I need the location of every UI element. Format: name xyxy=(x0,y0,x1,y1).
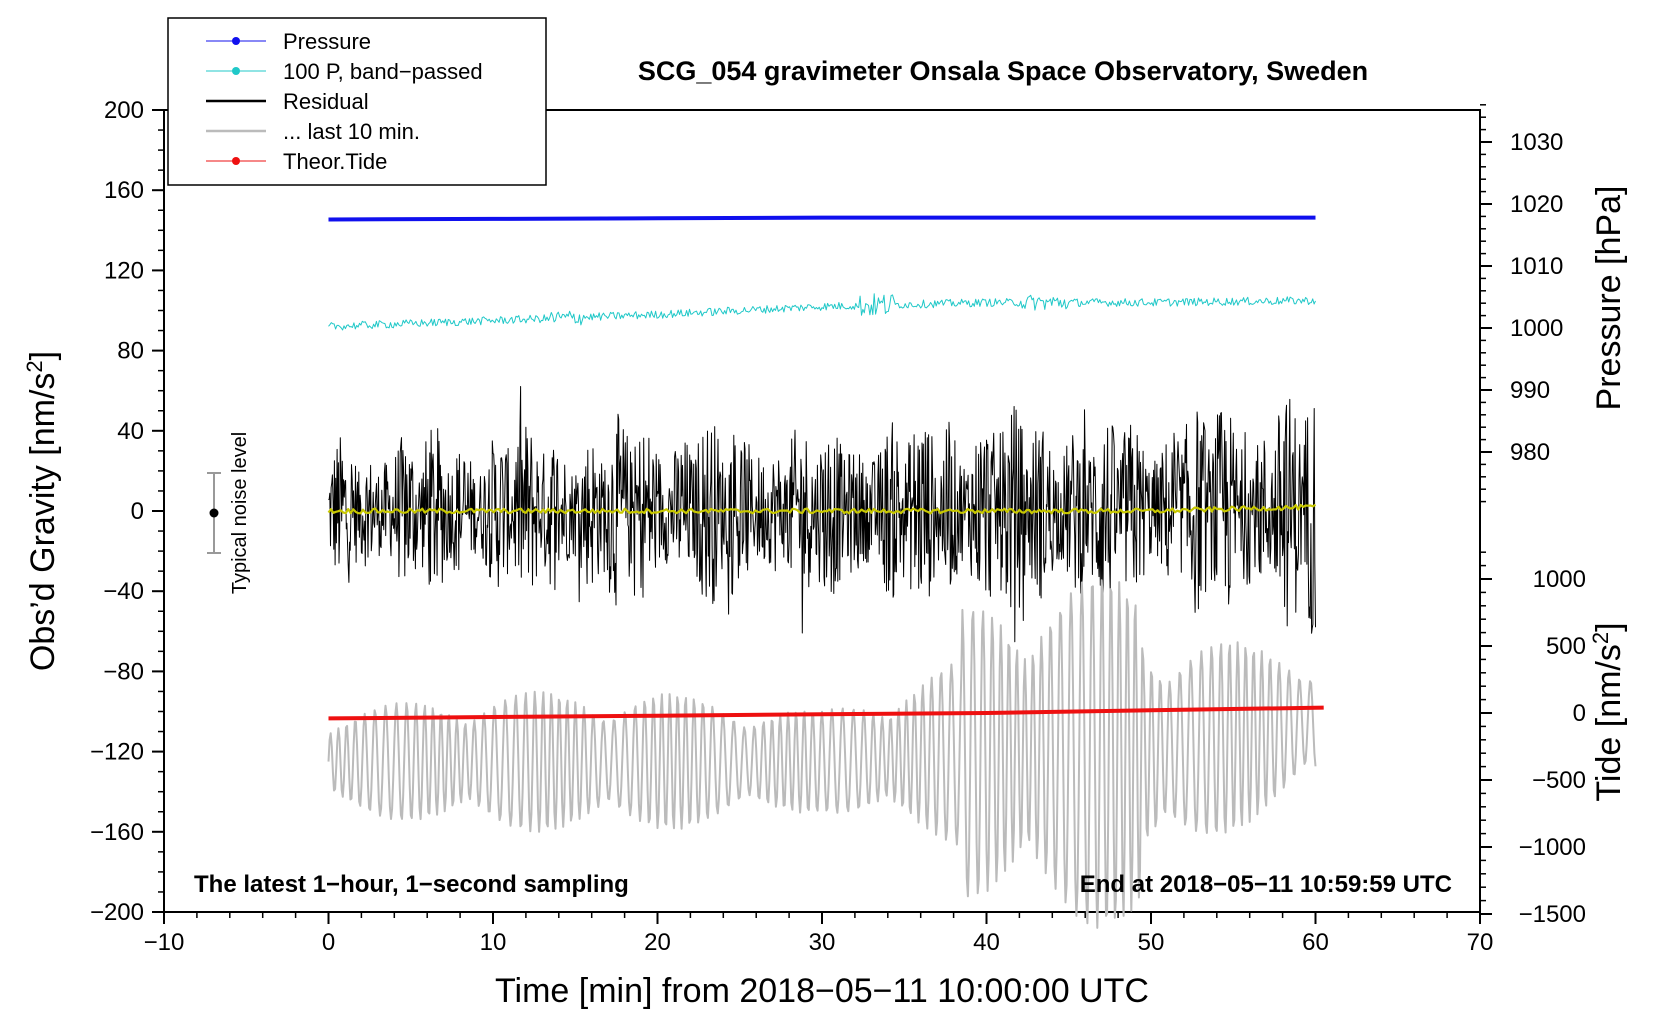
x-tick-label: 70 xyxy=(1467,929,1494,956)
pressure-tick-label: 1020 xyxy=(1510,191,1563,218)
legend: Pressure 100 P, band−passed Residual ...… xyxy=(167,17,547,186)
tide-tick-label: −1000 xyxy=(1519,834,1586,861)
pressure-tick-label: 990 xyxy=(1510,377,1550,404)
pressure-tick-label: 1030 xyxy=(1510,129,1563,156)
legend-item-pressure: Pressure xyxy=(206,29,371,54)
x-tick-label: 20 xyxy=(644,929,671,956)
legend-label: ... last 10 min. xyxy=(283,119,420,144)
legend-label: Theor.Tide xyxy=(283,149,387,174)
tide-tick-label: 0 xyxy=(1573,700,1586,727)
legend-label: Residual xyxy=(283,89,369,114)
x-tick-label: 50 xyxy=(1138,929,1165,956)
y-axis-tide: 1000 500 0 −500 −1000 −1500 xyxy=(1480,551,1586,928)
x-tick-label: 30 xyxy=(809,929,836,956)
tide-tick-label: 1000 xyxy=(1533,566,1586,593)
y-tick-label: 0 xyxy=(131,498,144,525)
noise-indicator: Typical noise level xyxy=(207,432,251,594)
y-tick-label: −80 xyxy=(103,658,144,685)
y-tick-label: 40 xyxy=(117,418,144,445)
pressure-tick-label: 1000 xyxy=(1510,315,1563,342)
tide-axis-title: Tide [nm/s2] xyxy=(1588,622,1628,801)
y-tick-label: 160 xyxy=(104,177,144,204)
series-pressure xyxy=(328,215,1316,222)
legend-marker xyxy=(232,37,240,45)
tide-tick-label: −500 xyxy=(1532,767,1586,794)
y-tick-label: 120 xyxy=(104,257,144,284)
series-last-10-min xyxy=(327,579,1317,929)
noise-label: Typical noise level xyxy=(229,432,251,594)
y-tick-label: −120 xyxy=(90,739,144,766)
series-residual xyxy=(328,386,1316,643)
annotation-left: The latest 1−hour, 1−second sampling xyxy=(194,871,629,898)
series-smoothed-residual xyxy=(327,503,1317,515)
y-axis-gravity: 200 160 120 80 40 0 −40 −80 −120 −160 −200 xyxy=(90,97,164,926)
pressure-tick-label: 1010 xyxy=(1510,253,1563,280)
series-bandpassed-pressure xyxy=(328,293,1316,331)
x-tick-label: −10 xyxy=(144,929,185,956)
legend-item-last10: ... last 10 min. xyxy=(206,119,420,144)
series-layer xyxy=(327,215,1324,929)
y-tick-label: 200 xyxy=(104,97,144,124)
x-tick-label: 10 xyxy=(480,929,507,956)
x-axis-title: Time [min] from 2018−05−11 10:00:00 UTC xyxy=(495,972,1149,1010)
legend-label: Pressure xyxy=(283,29,371,54)
noise-dot xyxy=(209,508,219,518)
y-axis-pressure: 1030 1020 1010 1000 990 980 xyxy=(1480,104,1563,503)
tide-tick-label: −1500 xyxy=(1519,901,1586,928)
x-tick-label: 0 xyxy=(322,929,335,956)
legend-marker xyxy=(232,67,240,75)
y-axis-title: Obs’d Gravity [nm/s2] xyxy=(22,351,62,671)
y-tick-label: 80 xyxy=(117,338,144,365)
legend-item-tide: Theor.Tide xyxy=(206,149,387,174)
x-tick-label: 40 xyxy=(973,929,1000,956)
legend-label: 100 P, band−passed xyxy=(283,59,483,84)
x-tick-label: 60 xyxy=(1302,929,1329,956)
legend-item-residual: Residual xyxy=(206,89,369,114)
x-axis: −10 0 10 20 30 40 50 60 70 xyxy=(144,912,1494,956)
pressure-tick-label: 980 xyxy=(1510,439,1550,466)
y-tick-label: −160 xyxy=(90,819,144,846)
annotation-right: End at 2018−05−11 10:59:59 UTC xyxy=(1080,871,1452,898)
chart-title: SCG_054 gravimeter Onsala Space Observat… xyxy=(638,56,1368,86)
tide-tick-label: 500 xyxy=(1546,633,1586,660)
legend-marker xyxy=(232,157,240,165)
pressure-axis-title: Pressure [hPa] xyxy=(1590,186,1628,411)
y-tick-label: −200 xyxy=(90,899,144,926)
y-tick-label: −40 xyxy=(103,578,144,605)
legend-item-bandpassed: 100 P, band−passed xyxy=(206,59,483,84)
series-theoretical-tide xyxy=(328,705,1324,721)
